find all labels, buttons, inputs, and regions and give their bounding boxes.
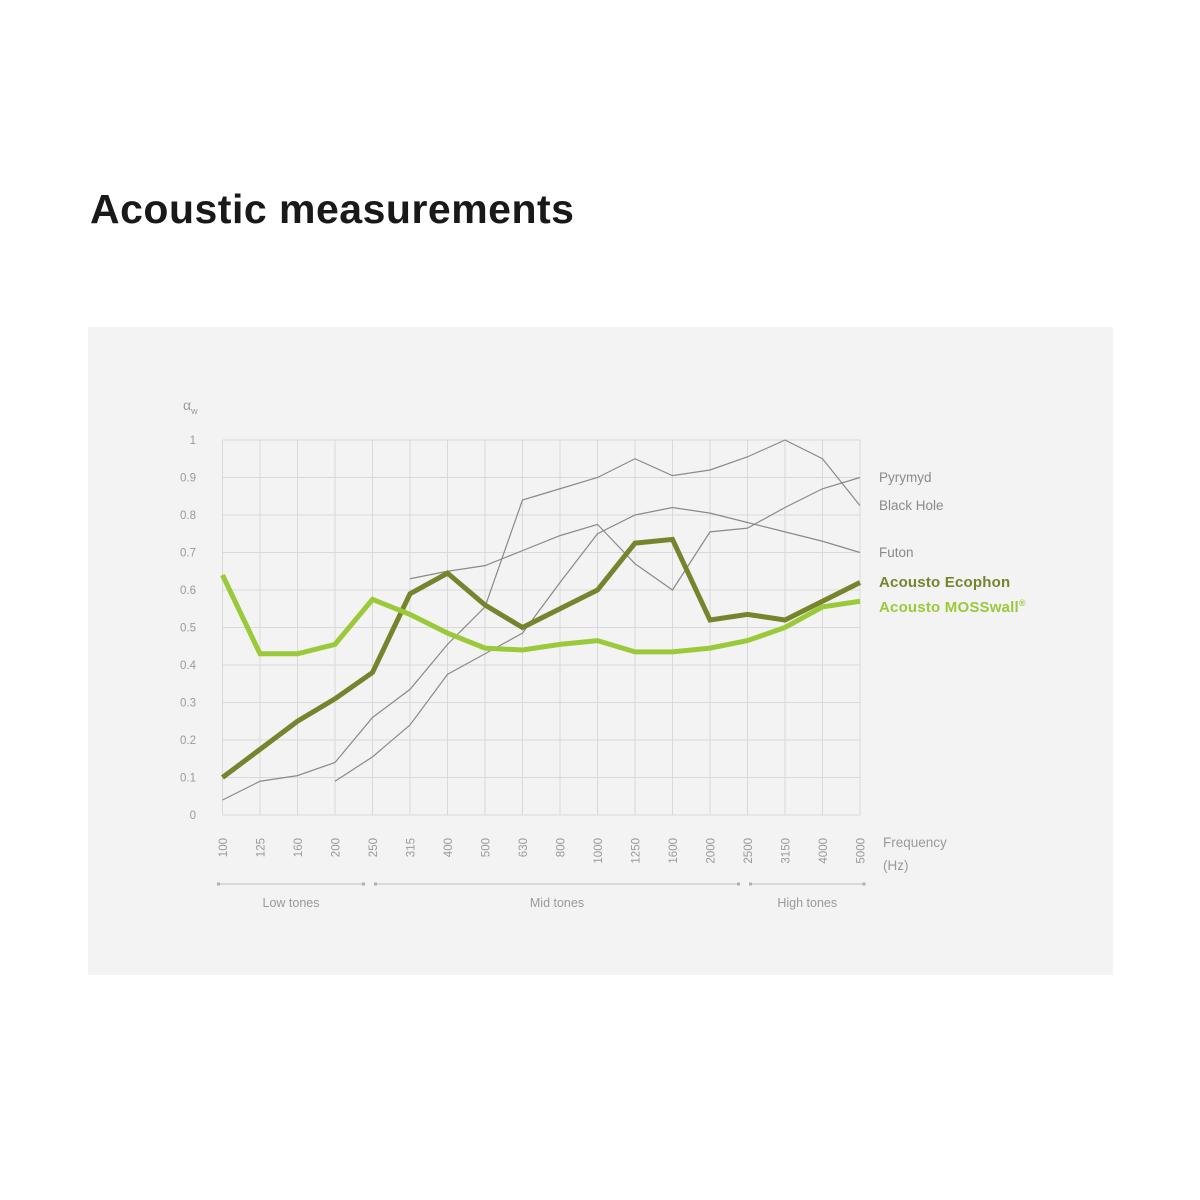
x-tick-label: 800: [556, 838, 568, 857]
x-tick-label: 100: [218, 838, 230, 857]
tone-bracket-end-dot: [737, 882, 740, 886]
series-line-black-hole: [222, 439, 861, 801]
x-tick-label: 3150: [781, 838, 793, 864]
x-tick-label: 1250: [631, 838, 643, 864]
y-tick-label: 0.6: [180, 585, 196, 597]
y-tick-label: 0.8: [180, 510, 196, 522]
page-title: Acoustic measurements: [90, 186, 575, 232]
x-tick-label: 125: [256, 838, 268, 857]
y-tick-label: 0.5: [180, 623, 196, 635]
tone-bracket-end-dot: [362, 882, 365, 886]
x-tick-label: 1000: [593, 838, 605, 864]
tone-bracket-end-dot: [749, 882, 752, 886]
x-tick-label: 2500: [743, 838, 755, 864]
series-line-pyrymyd: [409, 476, 861, 591]
tone-bracket-end-dot: [374, 882, 377, 886]
tone-range-label: Low tones: [263, 896, 320, 910]
absorption-chart: 0 0.1 0.2 0.3 0.4 0.5 0.6 0.7 0.8 0.9 1 αw 100 125 160…: [180, 397, 947, 910]
x-tick-label: 2000: [706, 838, 718, 864]
y-tick-label: 0.4: [180, 660, 197, 672]
y-tick-label: 0.1: [180, 773, 196, 785]
series-line-acousto-ecophon: [221, 536, 862, 780]
y-tick-label: 0.2: [180, 735, 196, 747]
y-tick-label: 0.7: [180, 548, 196, 560]
x-tick-label: 200: [331, 838, 343, 857]
x-tick-label: 400: [443, 838, 455, 857]
x-tick-label: 160: [293, 838, 305, 857]
y-tick-label: 1: [190, 435, 196, 447]
tone-range-label: Mid tones: [530, 896, 584, 910]
tone-bracket-end-dot: [217, 882, 220, 886]
x-tick-label: 250: [368, 838, 380, 857]
series-line-acousto-mosswall: [220, 573, 861, 657]
y-axis-title: αw: [183, 397, 198, 416]
y-tick-label: 0.3: [180, 698, 196, 710]
x-tick-label: 500: [481, 838, 493, 857]
x-axis-title-units: (Hz): [883, 858, 909, 873]
tone-range-label: High tones: [777, 896, 837, 910]
series-line-futon: [334, 506, 861, 782]
x-tick-label: 1600: [668, 838, 680, 864]
y-tick-label: 0: [190, 810, 196, 822]
x-tick-label: 315: [406, 838, 418, 857]
x-tick-label: 4000: [818, 838, 830, 864]
y-tick-label: 0.9: [180, 473, 196, 485]
tone-bracket-end-dot: [862, 882, 866, 886]
chart-panel: 0 0.1 0.2 0.3 0.4 0.5 0.6 0.7 0.8 0.9 1 αw 100 125 160…: [88, 327, 1113, 975]
x-axis-title: Frequency: [883, 835, 947, 850]
x-tick-label: 630: [518, 838, 530, 857]
x-tick-label: 5000: [856, 838, 868, 864]
